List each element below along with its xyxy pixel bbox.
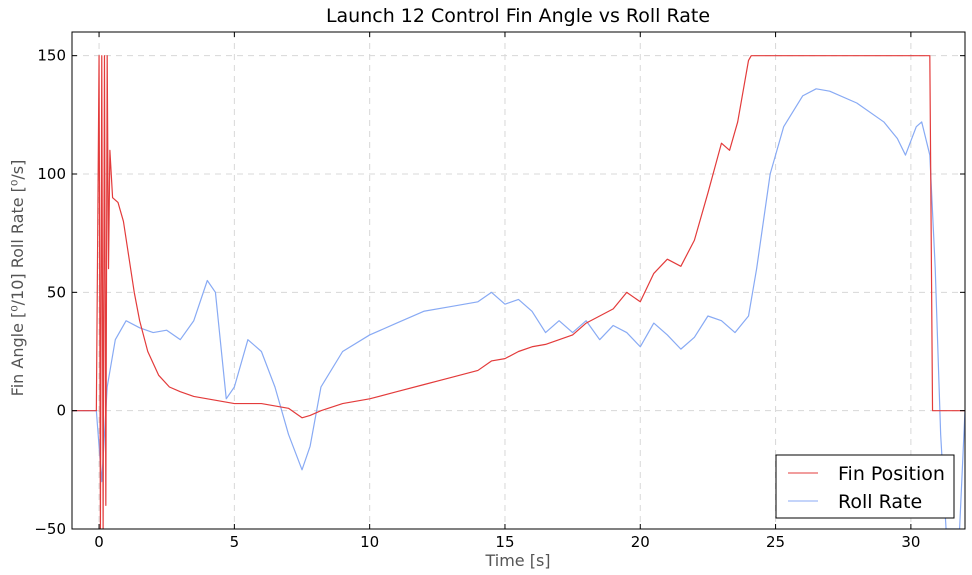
ticks-layer: 0 5 10 15 20 25 30 −50 0 50 100 150 — [34, 32, 965, 551]
y-tick-label: −50 — [34, 520, 66, 538]
x-tick-label: 5 — [230, 533, 240, 551]
series-layer — [72, 55, 965, 529]
legend-label-fin-position: Fin Position — [838, 463, 945, 485]
y-tick-label: 50 — [47, 283, 66, 301]
x-tick-label: 30 — [901, 533, 920, 551]
legend-label-roll-rate: Roll Rate — [838, 491, 922, 513]
series-line-fin-position — [72, 55, 965, 529]
x-tick-label: 15 — [495, 533, 514, 551]
chart-title: Launch 12 Control Fin Angle vs Roll Rate — [326, 5, 710, 27]
x-tick-label: 0 — [94, 533, 104, 551]
y-tick-label: 100 — [37, 165, 66, 183]
x-tick-label: 10 — [360, 533, 379, 551]
y-tick-label: 0 — [56, 402, 66, 420]
grid-layer — [72, 32, 965, 530]
plot-frame — [71, 31, 966, 530]
series-line-roll-rate — [72, 88, 965, 529]
legend: Fin Position Roll Rate — [775, 454, 955, 519]
x-tick-label: 20 — [631, 533, 650, 551]
x-tick-label: 25 — [766, 533, 785, 551]
y-tick-label: 150 — [37, 47, 66, 65]
x-axis-label: Time [s] — [484, 551, 550, 570]
legend-box — [775, 454, 955, 519]
y-axis-label: Fin Angle [⁰/10] Roll Rate [⁰/s] — [8, 160, 27, 397]
